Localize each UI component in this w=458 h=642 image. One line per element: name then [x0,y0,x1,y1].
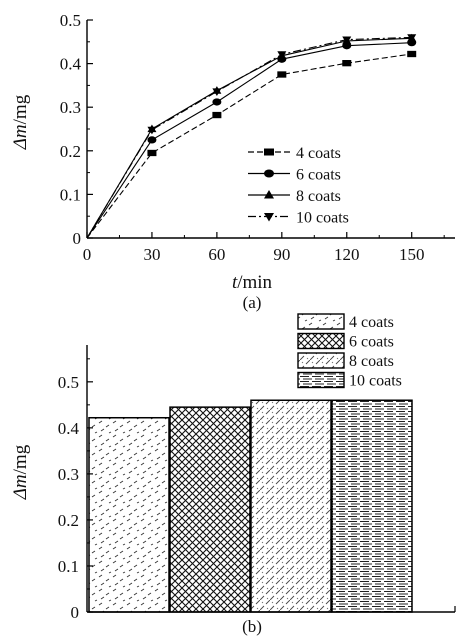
legend-swatch [297,371,345,389]
data-point [342,36,352,45]
legend-entry: 6 coats [297,332,394,351]
data-point [277,51,287,59]
legend-label: 6 coats [296,167,341,184]
bar-1 [88,416,170,613]
y-tick-label: 0.4 [60,55,82,74]
legend-marker [264,213,274,222]
y-tick-label: 0.5 [58,373,79,392]
legend-label: 10 coats [349,373,402,390]
legend-label: 4 coats [296,145,341,162]
x-axis-ticks: 0 30 60 90 120 150 [83,232,445,264]
y-tick-label: 0.4 [58,419,80,438]
legend-swatch [297,352,345,369]
data-point [277,71,287,78]
y-axis-ticks: 0 0.1 0.2 0.3 0.4 0.5 [58,358,93,622]
x-tick-label: 90 [273,245,290,264]
series-line-2 [86,39,417,239]
bar-4 [331,399,413,613]
data-point [147,149,157,157]
x-tick-label: 30 [143,245,160,264]
legend: 4 coats 6 coats 8 coats 10 coats [248,145,349,227]
y-tick-label: 0.1 [60,185,81,204]
x-tick-label: 0 [83,245,92,264]
data-point [212,111,222,119]
x-axis-title: t/min [232,272,273,293]
data-point [147,136,157,144]
legend-marker [264,148,274,156]
panel-label: (b) [242,617,262,636]
y-axis-title: Δm/mg [10,444,31,500]
legend-entry: 6 coats [248,167,341,184]
legend-entry: 4 coats [248,145,341,162]
y-tick-label: 0.3 [58,465,79,484]
legend-entry: 10 coats [297,371,402,390]
y-tick-label: 0 [73,229,82,248]
legend: 4 coats 6 coats 8 coats 10 coats [297,313,402,390]
axes [86,20,455,239]
series-line-4 [86,34,417,239]
data-point [407,50,417,58]
bar-3 [250,399,332,613]
legend-marker [264,169,274,178]
y-tick-label: 0 [71,603,80,622]
legend-entry: 8 coats [297,352,394,370]
y-tick-label: 0.1 [58,557,79,576]
line-chart-panel: 0 0.1 0.2 0.3 0.4 0.5 0 30 60 90 120 150 4 coats 6 … [10,11,455,312]
legend-entry: 10 coats [248,210,349,227]
series-line-1 [86,50,417,239]
legend-label: 4 coats [349,314,394,331]
y-tick-label: 0.2 [58,511,79,530]
y-tick-label: 0.5 [60,11,81,30]
series-path [86,37,412,239]
x-tick-label: 60 [208,245,225,264]
series-line-3 [86,33,417,239]
legend-label: 8 coats [349,353,394,370]
y-axis-title: Δm/mg [10,94,31,150]
bars [88,399,413,613]
legend-entry: 8 coats [248,188,341,205]
legend-marker [264,190,274,199]
legend-swatch [297,313,345,330]
data-point [212,98,222,106]
series-path [86,36,412,239]
y-tick-label: 0.3 [60,98,81,117]
series-path [86,53,412,239]
series-path [86,42,412,239]
x-tick-label: 120 [334,245,360,264]
y-tick-label: 0.2 [60,142,81,161]
bar-chart-panel: 0 0.1 0.2 0.3 0.4 0.5 4 coats 6 coats 8 coats 10… [10,313,456,636]
y-axis-ticks: 0 0.1 0.2 0.3 0.4 0.5 [60,11,93,248]
panel-label: (a) [243,293,262,312]
data-point [342,60,352,67]
legend-entry: 4 coats [297,313,394,331]
legend-label: 10 coats [296,210,349,227]
x-tick-label: 150 [399,245,425,264]
legend-label: 8 coats [296,188,341,205]
legend-swatch [297,332,345,350]
axes [86,345,456,613]
data-point [147,126,157,135]
bar-2 [169,406,251,613]
legend-label: 6 coats [349,334,394,351]
data-point [407,34,417,42]
plot-series [86,33,417,239]
data-point [212,88,222,97]
